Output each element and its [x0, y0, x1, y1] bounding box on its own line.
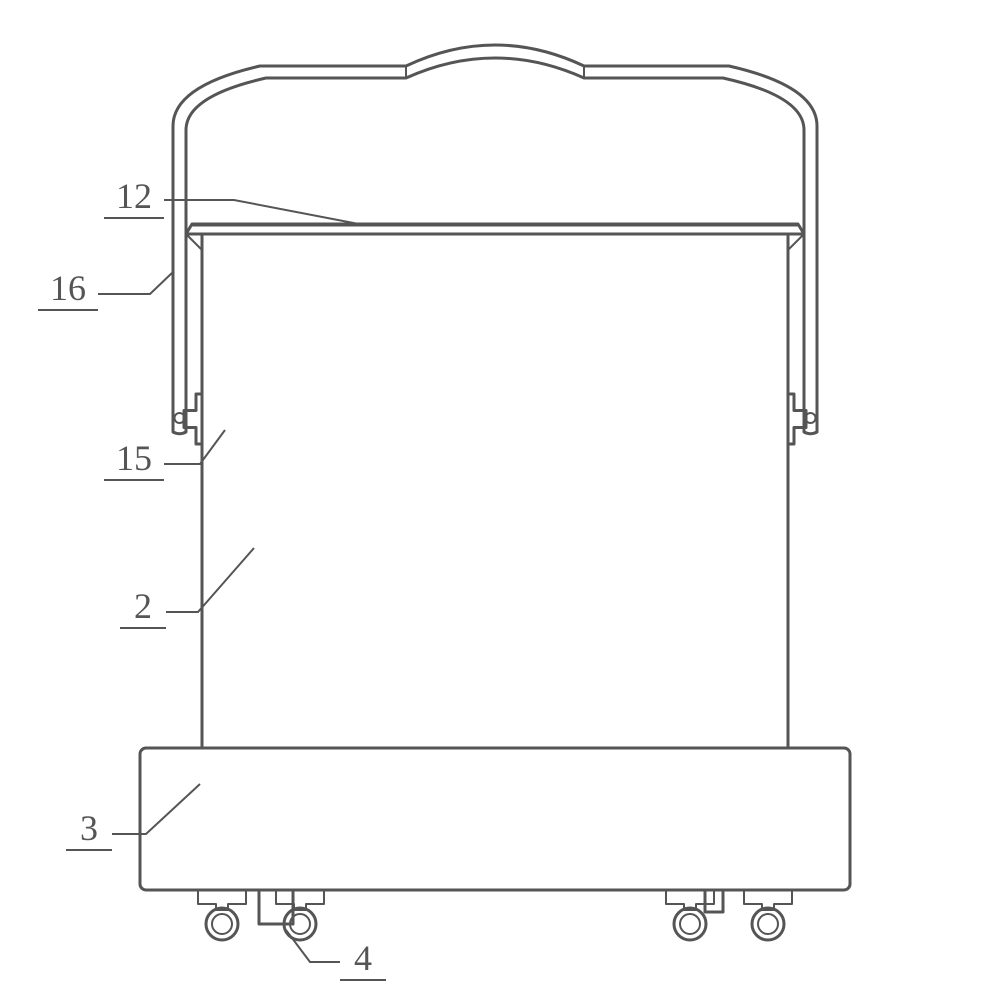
leader-12 — [164, 200, 364, 225]
callout-label-3: 3 — [80, 808, 98, 848]
callout-label-16: 16 — [50, 268, 86, 308]
caster-wheel — [752, 908, 784, 940]
caster-wheel-inner — [212, 914, 232, 934]
caster-wheel — [674, 908, 706, 940]
lid-catch-right — [788, 234, 804, 250]
bucket-body — [202, 234, 788, 748]
callout-label-4: 4 — [354, 938, 372, 978]
leader-3 — [112, 784, 200, 834]
callout-label-12: 12 — [116, 176, 152, 216]
leader-16 — [98, 272, 173, 294]
caster-wheel-inner — [758, 914, 778, 934]
handle — [173, 45, 817, 434]
caster-wheel — [206, 908, 238, 940]
caster-wheel-inner — [680, 914, 700, 934]
callout-label-2: 2 — [134, 586, 152, 626]
callout-label-15: 15 — [116, 438, 152, 478]
lid-catch-left — [186, 234, 202, 250]
base-housing — [140, 748, 850, 890]
leader-2 — [166, 548, 254, 612]
